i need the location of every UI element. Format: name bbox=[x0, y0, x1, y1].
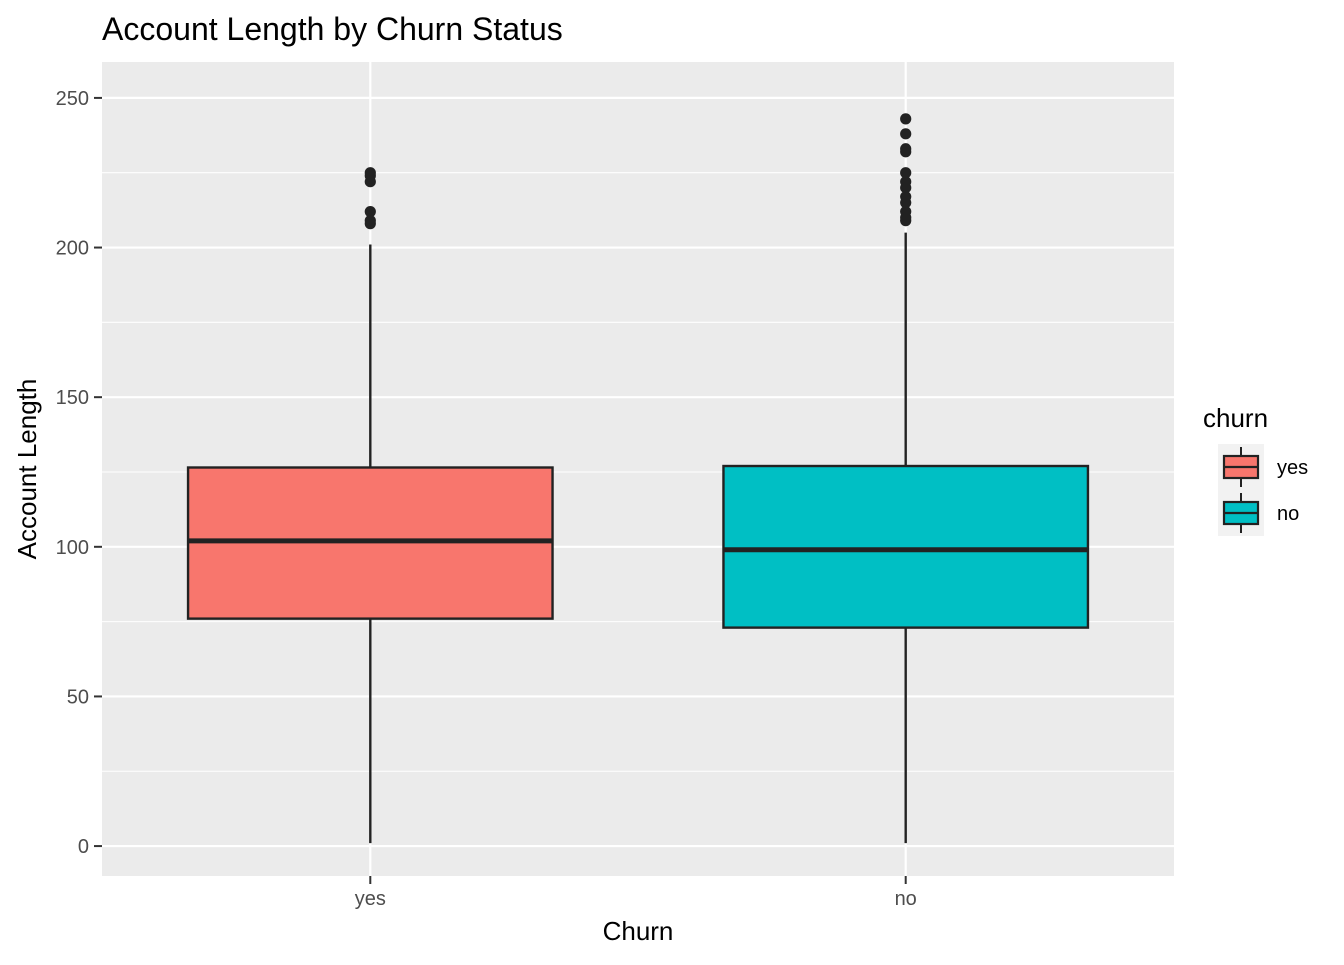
y-axis-label: Account Length bbox=[12, 379, 42, 560]
box-yes bbox=[186, 167, 554, 844]
legend-label: yes bbox=[1277, 457, 1308, 479]
legend: churn yes no bbox=[1203, 403, 1308, 536]
x-tick-label: yes bbox=[355, 888, 386, 910]
outlier-point bbox=[900, 143, 912, 155]
x-axis: yes no bbox=[355, 876, 917, 910]
y-tick-label: 100 bbox=[56, 537, 89, 559]
outlier-point bbox=[364, 167, 376, 179]
outlier-point bbox=[900, 176, 912, 188]
y-tick-label: 150 bbox=[56, 387, 89, 409]
legend-keys: yes no bbox=[1218, 444, 1308, 536]
legend-title: churn bbox=[1203, 403, 1268, 433]
box-layer bbox=[186, 113, 1090, 844]
y-tick-label: 0 bbox=[78, 836, 89, 858]
legend-label: no bbox=[1277, 503, 1299, 525]
outlier-point bbox=[900, 167, 912, 179]
legend-key-no: no bbox=[1218, 490, 1299, 536]
outlier-point bbox=[364, 215, 376, 227]
outlier-point bbox=[364, 206, 376, 218]
iqr-box bbox=[722, 464, 1090, 629]
x-tick-label: no bbox=[895, 888, 917, 910]
chart-title: Account Length by Churn Status bbox=[102, 11, 563, 47]
outlier-point bbox=[900, 128, 912, 140]
outlier-point bbox=[900, 113, 912, 125]
y-axis: 0 50 100 150 200 250 bbox=[56, 88, 102, 858]
legend-key-yes: yes bbox=[1218, 444, 1308, 490]
y-tick-label: 200 bbox=[56, 238, 89, 260]
x-axis-label: Churn bbox=[603, 916, 674, 946]
box-no bbox=[722, 113, 1090, 844]
y-tick-label: 250 bbox=[56, 88, 89, 110]
outlier-point bbox=[900, 206, 912, 218]
outlier-point bbox=[900, 191, 912, 203]
y-tick-label: 50 bbox=[67, 686, 89, 708]
